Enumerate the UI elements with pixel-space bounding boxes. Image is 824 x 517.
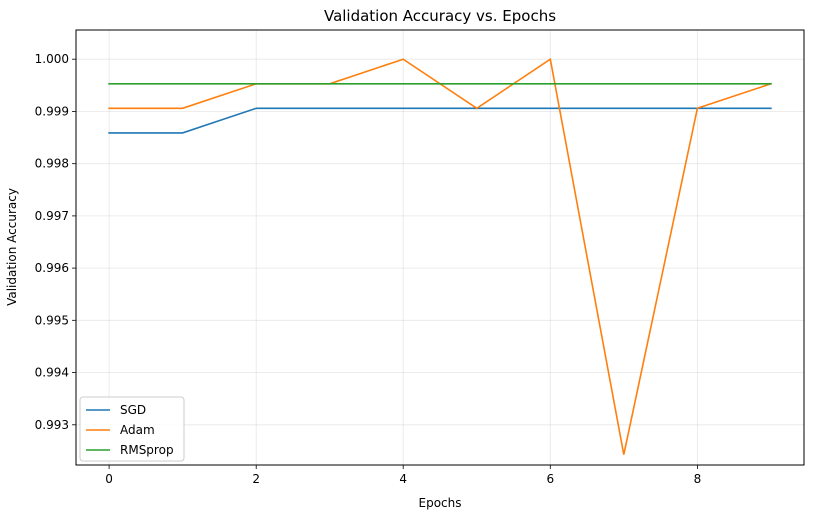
x-tick-label: 8 [694, 472, 702, 486]
legend-box [79, 396, 185, 462]
y-tick-label: 0.994 [35, 366, 69, 380]
plot-frame [75, 29, 805, 466]
series-lines [108, 57, 772, 455]
y-axis-label: Validation Accuracy [5, 188, 19, 306]
y-tick-label: 0.997 [35, 209, 69, 223]
x-axis-label: Epochs [419, 496, 462, 510]
chart-title: Validation Accuracy vs. Epochs [324, 7, 556, 25]
series-line-adam [108, 57, 772, 455]
legend: SGD Adam RMSprop [79, 396, 185, 462]
y-tick-label: 0.995 [35, 313, 69, 327]
y-tick-label: 0.996 [35, 261, 69, 275]
legend-label-sgd: SGD [120, 403, 146, 417]
legend-label-adam: Adam [120, 423, 155, 437]
y-tick-label: 0.999 [35, 105, 69, 119]
legend-label-rmsprop: RMSprop [120, 443, 174, 457]
x-tick-label: 4 [399, 472, 407, 486]
y-tick-label: 0.998 [35, 157, 69, 171]
x-tick-label: 0 [105, 472, 113, 486]
series-line-sgd [108, 107, 772, 134]
y-axis-ticks: 0.993 0.994 0.995 0.996 0.997 0.998 0.999 1.000 [35, 52, 76, 432]
x-tick-label: 2 [252, 472, 260, 486]
y-tick-label: 1.000 [35, 52, 69, 66]
x-axis-ticks: 0 2 4 6 8 [105, 465, 701, 486]
y-tick-label: 0.993 [35, 418, 69, 432]
gridlines [76, 30, 804, 465]
x-tick-label: 6 [546, 472, 554, 486]
